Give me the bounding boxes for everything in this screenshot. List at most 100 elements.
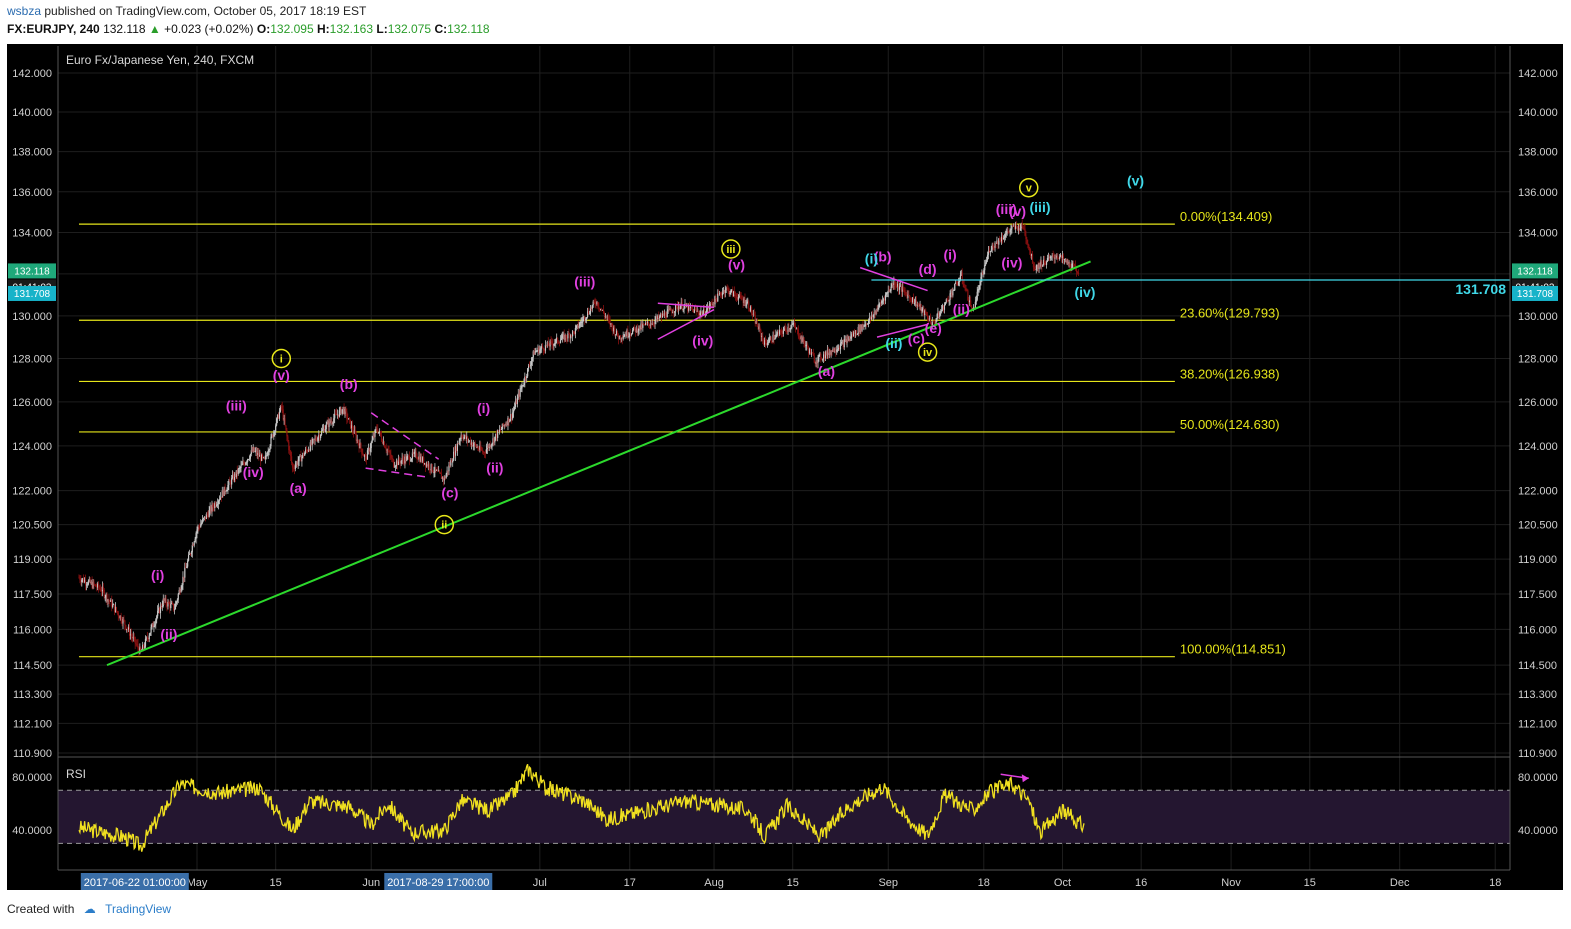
candle-body (751, 313, 754, 315)
candle-body (379, 431, 381, 433)
candle-body (263, 457, 266, 460)
candle-body (188, 553, 191, 555)
candle-body (1072, 263, 1074, 265)
candle-body (428, 464, 430, 470)
rsi-guides (58, 789, 1510, 844)
candle-body (187, 560, 189, 567)
candle-body (124, 620, 126, 626)
x-tick-label: 15 (1304, 877, 1316, 889)
candle-body (418, 456, 420, 460)
candle-body (276, 414, 279, 419)
candle-body (555, 339, 557, 343)
candle-body (458, 440, 460, 444)
candle-body (1076, 272, 1079, 273)
candle-body (850, 336, 852, 339)
candle-body (660, 314, 663, 318)
candle-body (219, 496, 222, 500)
candle-body (792, 323, 794, 325)
candle-body (233, 474, 236, 481)
candle-body (151, 623, 153, 628)
candle-body (657, 315, 659, 320)
wave-label-magenta: (ii) (486, 460, 503, 476)
candle-body (291, 456, 293, 463)
candle-body (790, 327, 792, 329)
y-tick-label-right: 126.000 (1518, 397, 1558, 409)
candle-body (369, 448, 371, 452)
candle-body (1061, 255, 1064, 259)
candle-body (911, 299, 913, 303)
candle-body (289, 450, 291, 451)
wave-label-magenta: (a) (290, 480, 307, 496)
candle-body (887, 290, 889, 293)
candle-body (665, 317, 667, 318)
candle-body (81, 579, 83, 583)
candle-body (818, 354, 820, 357)
candle-body (821, 359, 823, 361)
candle-body (703, 309, 705, 314)
candle-body (356, 439, 358, 441)
low-label: L: (376, 22, 388, 36)
candle-body (185, 567, 187, 569)
candle-body (269, 445, 271, 450)
candle-body (719, 293, 721, 295)
candle-body (695, 309, 697, 311)
candle-body (350, 425, 353, 429)
candle-body (372, 436, 374, 440)
candle-body (257, 452, 259, 456)
candle-body (444, 477, 446, 479)
candle-body (941, 309, 943, 312)
candle-body (1029, 248, 1031, 251)
candle-body (527, 365, 530, 369)
candle-body (1057, 255, 1059, 258)
candle-body (808, 349, 811, 354)
candle-body (987, 250, 990, 255)
candle-body (970, 300, 972, 307)
candle-body (1030, 250, 1032, 256)
candle-body (365, 455, 367, 457)
y-tick-label-right: 112.100 (1518, 718, 1557, 730)
candle-body (914, 300, 917, 303)
candle-body (741, 298, 743, 300)
candle-body (929, 318, 932, 324)
candle-body (925, 310, 927, 315)
candle-body (381, 440, 384, 444)
y-tick-label-left: 117.500 (13, 589, 52, 601)
candle-body (802, 337, 804, 342)
wave-label-cyan: (v) (1127, 173, 1144, 189)
candle-body (565, 335, 567, 338)
x-tick-label: Oct (1054, 877, 1071, 889)
candle-body (593, 301, 595, 303)
author-name[interactable]: wsbza (7, 4, 42, 18)
wave-label-cyan: (i) (865, 250, 878, 266)
candle-body (390, 454, 392, 458)
candle-body (408, 455, 410, 457)
candle-body (377, 429, 379, 433)
candle-body (709, 303, 711, 307)
candle-body (1037, 265, 1039, 269)
tradingview-link[interactable]: TradingView (105, 902, 172, 916)
candle-body (809, 349, 812, 355)
candle-body (752, 313, 754, 315)
candle-body (255, 450, 257, 452)
candle-body (205, 514, 207, 519)
candle-body (455, 446, 458, 451)
candle-body (476, 447, 478, 448)
candle-body (373, 436, 375, 438)
open-value: 132.095 (270, 22, 314, 36)
candle-body (848, 336, 850, 341)
candle-body (174, 603, 177, 610)
candle-body (375, 428, 377, 431)
candle-body (460, 435, 462, 440)
candle-body (674, 311, 676, 313)
candle-body (745, 304, 747, 306)
candle-body (342, 406, 344, 410)
candle-body (841, 341, 843, 343)
candle-body (474, 442, 476, 445)
candle-body (974, 301, 976, 309)
candle-body (204, 516, 207, 519)
candle-body (690, 307, 692, 308)
candle-body (764, 340, 766, 345)
candle-body (258, 452, 260, 457)
candle-body (399, 461, 401, 464)
